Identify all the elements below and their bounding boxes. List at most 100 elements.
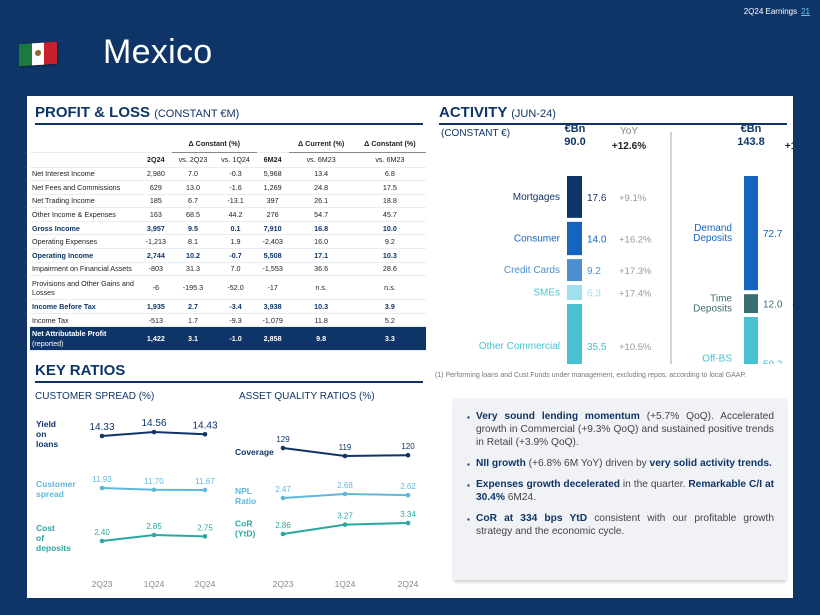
- pl-column-header: 6M24: [256, 152, 289, 168]
- activity-segment-yoy: +17.3%: [619, 266, 652, 277]
- pl-cell: 1,935: [140, 299, 172, 314]
- ratio-value-label: 120: [401, 442, 415, 451]
- pl-row: Impairment on Financial Assets -803 31.3 7.…: [30, 262, 426, 277]
- pl-cell: 1.7: [171, 313, 215, 328]
- activity-segment-value: 9.2: [587, 266, 601, 277]
- activity-segment-yoy: +16.2%: [619, 234, 652, 245]
- pl-column-header: vs. 6M23: [353, 152, 426, 168]
- pl-cell: -513: [140, 313, 172, 328]
- activity-yoy-total: +14.6%: [785, 141, 793, 152]
- pl-row-label: Net Trading Income: [30, 194, 140, 209]
- pl-cell: 11.8: [288, 313, 354, 328]
- pl-cell: 17.1: [288, 248, 354, 263]
- activity-segment-value: 6.3: [587, 289, 601, 300]
- activity-yoy-header: YoY: [620, 126, 638, 137]
- pl-cell: -0.3: [214, 167, 257, 182]
- pl-cell: -0.7: [214, 248, 257, 263]
- pl-row: Operating Expenses -1,213 8.1 1.9 -2,403 16.0…: [30, 234, 426, 250]
- pl-row-label: Net Interest Income: [30, 167, 140, 182]
- activity-segment-value: 72.7: [763, 229, 783, 240]
- ratio-point: [280, 495, 286, 501]
- pl-cell: 3,938: [256, 299, 289, 314]
- pl-group-header-row: Δ Constant (%) Δ Current (%) Δ Constant (%…: [30, 136, 426, 153]
- pl-row: Net Interest Income 2,980 7.0 -0.3 5,968 13.4…: [30, 167, 426, 182]
- activity-segment-label: Off-BS: [702, 354, 732, 364]
- header-earnings-label: 2Q24 Earnings: [743, 7, 798, 16]
- pl-cell: 9.2: [353, 234, 426, 250]
- ratio-point: [342, 522, 348, 527]
- ratio-value-label: 14.33: [89, 422, 114, 433]
- activity-bar-segment: [567, 176, 582, 218]
- ratio-point: [280, 445, 286, 451]
- pl-cell: 5,968: [256, 167, 289, 182]
- pl-group-header: Δ Constant (%): [171, 136, 257, 153]
- activity-segment-yoy: +25.6%: [792, 360, 793, 364]
- ratio-point: [202, 534, 208, 539]
- pl-cell: 276: [256, 207, 289, 222]
- pl-row: Operating Income 2,744 10.2 -0.7 5,508 17.1 10…: [30, 248, 426, 263]
- ratio-point: [405, 452, 411, 458]
- pl-column-header: vs. 2Q23: [171, 152, 215, 168]
- ratio-value-label: 119: [339, 443, 352, 452]
- ratio-series-label: (YtD): [235, 529, 255, 539]
- pl-cell: 2,744: [140, 248, 172, 263]
- pl-row: Net Fees and Commissions 629 13.0 -1.6 1,269…: [30, 180, 426, 195]
- ratio-series-label: Customer: [36, 479, 76, 489]
- ratio-value-label: 2.86: [275, 521, 291, 530]
- ratio-series-label: of: [36, 533, 44, 543]
- pl-cell: 3,957: [140, 221, 172, 236]
- pl-cell: -1.6: [214, 180, 257, 195]
- page-number[interactable]: 21: [801, 7, 810, 16]
- activity-title-text: ACTIVITY: [439, 104, 508, 121]
- activity-segment-label: Time: [710, 294, 732, 305]
- pl-cell: -9.3: [214, 313, 257, 328]
- pl-cell: 10.0: [353, 221, 426, 236]
- highlight-bullet: CoR at 334 bps YtD consistent with our p…: [467, 512, 774, 538]
- activity-rule: [439, 123, 787, 125]
- pl-cell: 163: [140, 207, 172, 222]
- pl-cell: 9.8: [288, 326, 354, 352]
- ratio-value-label: 2.47: [275, 485, 291, 494]
- pl-row-label: Other Income & Expenses: [30, 207, 140, 222]
- highlight-bullet: NII growth (+6.8% 6M YoY) driven by very…: [467, 457, 774, 471]
- ratio-point: [342, 491, 348, 497]
- activity-total: 90.0: [564, 136, 585, 148]
- activity-segment-label: Credit Cards: [504, 265, 560, 276]
- activity-yoy-total: +12.6%: [612, 141, 646, 152]
- pl-cell: 3.9: [353, 299, 426, 314]
- ratio-value-label: 3.27: [337, 512, 353, 521]
- ratio-series-label: Cost: [36, 523, 55, 533]
- ratio-point: [99, 485, 105, 491]
- ratio-value-label: 11.93: [92, 475, 112, 484]
- activity-constant-label: (CONSTANT €): [441, 128, 511, 139]
- pl-row: Provisions and Other Gains and Losses -6-…: [30, 275, 426, 301]
- pl-cell: -52.0: [214, 275, 257, 301]
- pl-group-header: Δ Current (%): [288, 136, 354, 153]
- activity-bar-segment: [744, 294, 758, 314]
- pl-cell: 1,422: [140, 326, 172, 352]
- activity-bar-segment: [744, 317, 758, 364]
- asset-quality-title: ASSET QUALITY RATIOS (%): [239, 391, 375, 402]
- pl-cell: 7,910: [256, 221, 289, 236]
- pl-cell: 10.3: [353, 248, 426, 263]
- content-panel: PROFIT & LOSS (CONSTANT €M) Δ Constant (…: [27, 96, 793, 598]
- pl-cell: 36.6: [288, 262, 354, 277]
- pl-cell: -1,213: [140, 234, 172, 250]
- pl-cell: 45.7: [353, 207, 426, 222]
- activity-bar-segment: [567, 303, 582, 364]
- ratio-series-label: Yield: [36, 419, 56, 429]
- page-title: Mexico: [103, 33, 213, 71]
- pl-cell: -1.0: [214, 326, 257, 352]
- activity-footnote: (1) Performing loans and Cust.Funds unde…: [435, 372, 747, 379]
- pl-cell: -195.3: [171, 275, 215, 301]
- pl-header-row: 2Q24 vs. 2Q23 vs. 1Q24 6M24 vs. 6M23 vs. 6M23: [30, 152, 426, 168]
- pl-cell: 7.0: [214, 262, 257, 277]
- highlight-bullet: Expenses growth decelerated in the quart…: [467, 478, 774, 504]
- ratio-value-label: 14.56: [141, 418, 166, 429]
- pl-row: Other Income & Expenses 163 68.5 44.2 276 54.…: [30, 207, 426, 222]
- ratio-point: [202, 487, 208, 493]
- activity-subtitle: (JUN-24): [511, 108, 556, 120]
- ratio-series-label: loans: [36, 439, 58, 449]
